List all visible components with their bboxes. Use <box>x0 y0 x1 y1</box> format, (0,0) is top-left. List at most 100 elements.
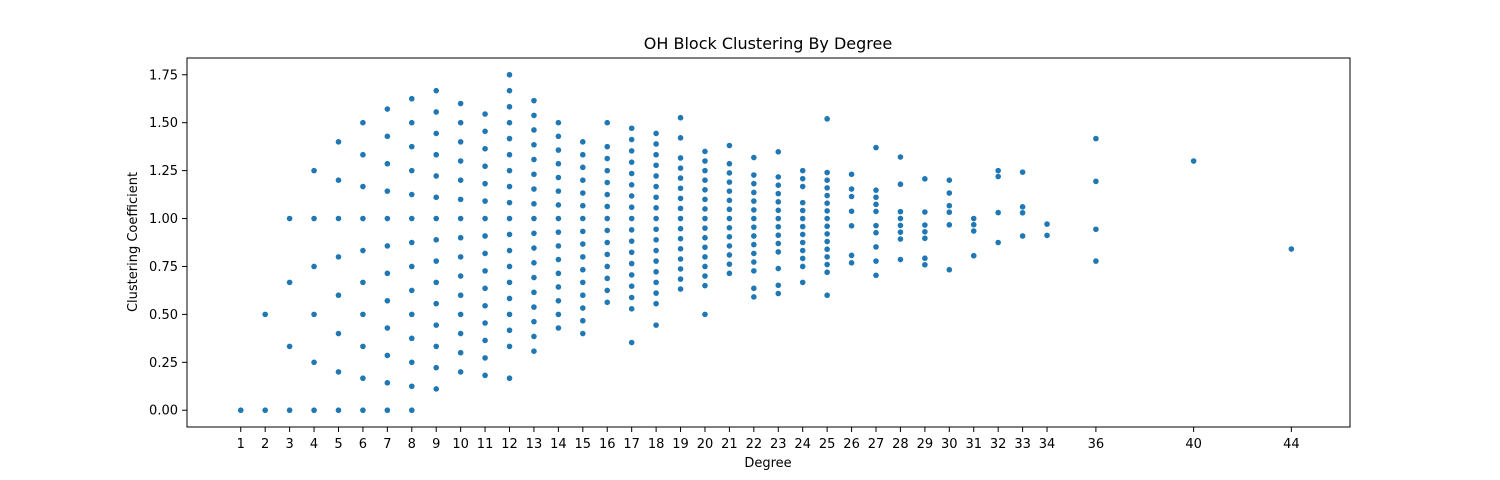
data-point <box>482 320 488 326</box>
data-point <box>677 195 684 202</box>
data-point <box>653 247 659 254</box>
data-point <box>360 247 366 254</box>
data-point <box>726 188 733 194</box>
data-point <box>311 215 317 222</box>
data-point <box>922 209 928 215</box>
data-point <box>604 179 611 186</box>
data-point <box>775 199 782 205</box>
data-point <box>775 249 782 255</box>
data-point <box>751 180 757 187</box>
data-point <box>580 164 586 171</box>
data-point <box>677 235 684 242</box>
data-point <box>482 198 488 204</box>
data-point <box>824 192 830 199</box>
data-point <box>531 333 537 340</box>
data-point <box>922 228 928 235</box>
data-point <box>1019 209 1026 216</box>
data-point <box>946 266 953 273</box>
data-point <box>433 109 440 115</box>
x-tick-label: 3 <box>285 437 293 452</box>
data-point <box>335 254 342 260</box>
data-point <box>677 225 684 232</box>
data-point <box>457 369 464 375</box>
data-point <box>506 343 513 350</box>
data-point <box>702 263 708 270</box>
data-point <box>628 159 635 165</box>
x-tick-label: 6 <box>359 437 367 452</box>
data-point <box>653 151 659 158</box>
data-point <box>775 207 782 214</box>
data-point <box>506 103 513 110</box>
data-point <box>873 229 879 236</box>
data-point <box>677 205 684 212</box>
data-point <box>653 300 659 307</box>
data-point <box>653 269 659 275</box>
data-point <box>726 197 733 204</box>
data-point <box>457 311 464 318</box>
x-tick-label: 2 <box>261 437 269 452</box>
data-point <box>262 311 268 318</box>
data-point <box>457 273 464 279</box>
data-point <box>824 261 830 268</box>
data-point <box>506 247 513 254</box>
data-point <box>335 330 342 337</box>
data-point <box>457 292 464 299</box>
data-point <box>531 171 537 178</box>
data-point <box>873 208 879 215</box>
data-point <box>506 279 513 286</box>
data-point <box>848 252 855 259</box>
data-point <box>482 145 488 152</box>
data-point <box>262 407 268 414</box>
data-point <box>702 148 708 155</box>
data-point <box>580 190 586 196</box>
data-point <box>408 311 415 318</box>
data-point <box>604 119 611 126</box>
y-axis-ticks: 0.00 0.25 0.50 0.75 1.00 1.25 1.50 1.75 <box>149 68 187 419</box>
data-point <box>531 141 537 148</box>
data-point <box>799 183 806 190</box>
data-point <box>702 282 708 289</box>
data-point <box>580 151 586 158</box>
data-point <box>457 215 464 222</box>
data-point <box>433 173 440 179</box>
data-point <box>604 263 611 270</box>
data-point <box>580 215 586 222</box>
data-point <box>433 279 440 286</box>
data-point <box>555 215 562 222</box>
data-point <box>751 215 757 222</box>
data-point <box>653 279 659 286</box>
data-point <box>604 239 611 246</box>
data-point <box>775 215 782 222</box>
data-point <box>335 369 342 375</box>
data-point <box>311 359 317 366</box>
data-point <box>580 317 586 324</box>
x-tick-label: 28 <box>892 437 909 452</box>
data-point <box>702 206 708 212</box>
data-point <box>604 287 611 294</box>
data-point <box>897 154 904 160</box>
data-point <box>433 151 440 158</box>
data-point <box>555 174 562 181</box>
data-point <box>482 180 488 187</box>
data-point <box>799 279 806 286</box>
data-point <box>555 270 562 277</box>
data-point <box>873 187 879 193</box>
data-point <box>751 285 757 292</box>
data-point <box>799 239 806 246</box>
data-point <box>848 208 855 215</box>
data-point <box>580 254 586 260</box>
data-point <box>824 177 830 183</box>
data-point <box>726 206 733 213</box>
data-point <box>702 186 708 193</box>
data-point <box>384 380 391 386</box>
data-point <box>555 256 562 263</box>
data-point <box>531 260 537 266</box>
data-point <box>384 133 391 140</box>
data-point <box>457 196 464 203</box>
data-points <box>237 71 1295 414</box>
data-point <box>531 230 537 237</box>
data-point <box>702 196 708 203</box>
data-point <box>799 167 806 174</box>
data-point <box>482 233 488 239</box>
data-point <box>628 193 635 199</box>
